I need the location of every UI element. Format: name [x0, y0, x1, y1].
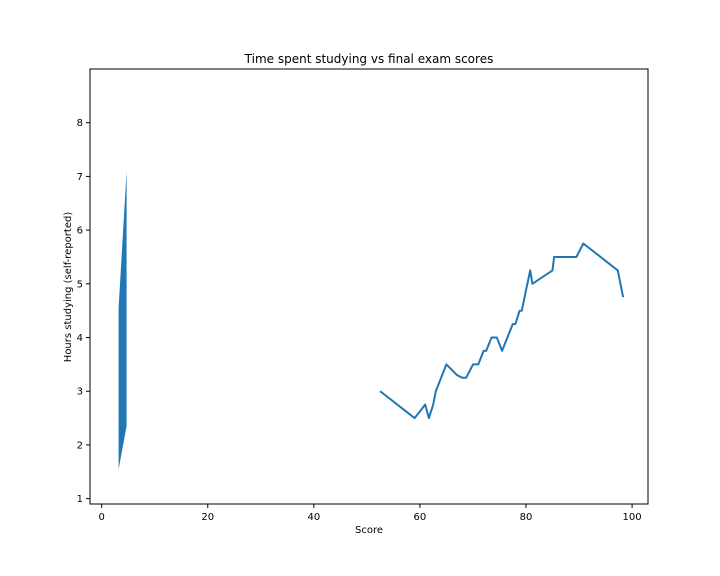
- x-tick-label: 60: [414, 512, 427, 523]
- y-axis-label: Hours studying (self-reported): [63, 212, 74, 363]
- y-tick-label: 3: [77, 387, 83, 398]
- y-tick-label: 2: [77, 440, 83, 451]
- y-tick-label: 8: [77, 118, 83, 129]
- area-series-1: [118, 171, 127, 470]
- y-tick-label: 5: [77, 279, 83, 290]
- y-tick-label: 1: [77, 494, 83, 505]
- x-tick-label: 0: [98, 512, 104, 523]
- y-tick-label: 6: [77, 226, 83, 237]
- x-tick-label: 80: [520, 512, 533, 523]
- line-series-0: [379, 242, 625, 420]
- plot-frame: [89, 68, 649, 505]
- chart-title: Time spent studying vs final exam scores: [244, 52, 494, 66]
- y-tick-label: 4: [77, 333, 83, 344]
- x-axis-label: Score: [355, 525, 383, 536]
- x-tick-label: 100: [623, 512, 642, 523]
- x-tick-label: 20: [201, 512, 214, 523]
- y-tick-label: 7: [77, 172, 83, 183]
- x-tick-label: 40: [307, 512, 320, 523]
